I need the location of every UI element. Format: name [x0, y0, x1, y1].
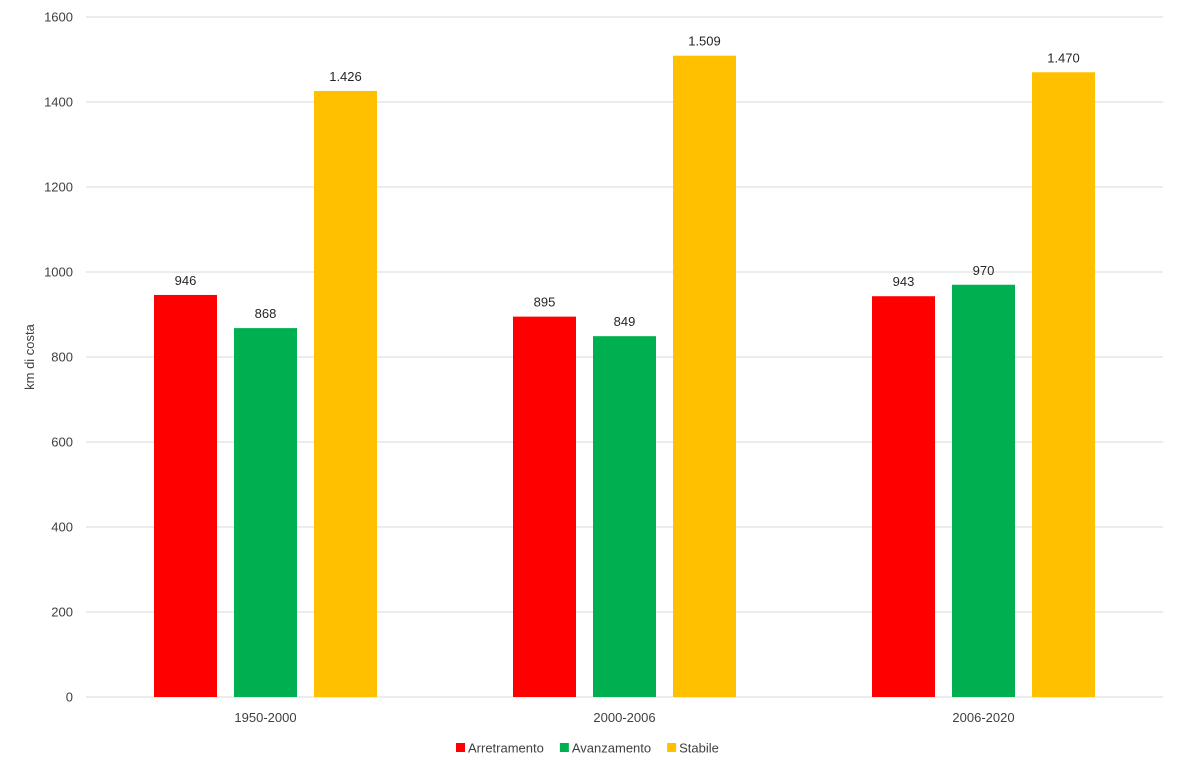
- y-tick-label: 0: [66, 690, 73, 705]
- data-label: 946: [175, 273, 197, 288]
- bar-arretramento: [513, 316, 576, 697]
- y-tick-label: 1600: [44, 10, 73, 25]
- bar-stabile: [1032, 72, 1095, 697]
- data-labels: 946 868 1.426 895 849 1.509 943 970 1.470: [175, 34, 1080, 329]
- legend-label: Avanzamento: [572, 741, 651, 756]
- y-tick-label: 1200: [44, 180, 73, 195]
- y-axis-ticks: 0 200 400 600 800 1000 1200 1400 1600: [44, 10, 73, 705]
- x-tick-label: 1950-2000: [234, 710, 296, 725]
- data-label: 895: [534, 295, 556, 310]
- x-tick-label: 2000-2006: [593, 710, 655, 725]
- bar-stabile: [673, 55, 736, 698]
- legend: Arretramento Avanzamento Stabile: [456, 741, 719, 756]
- data-label: 1.470: [1047, 50, 1080, 65]
- bar-arretramento: [154, 294, 217, 697]
- legend-swatch-avanzamento: [559, 743, 569, 752]
- x-axis-ticks: 1950-2000 2000-2006 2006-2020: [234, 710, 1014, 725]
- legend-label: Arretramento: [468, 741, 544, 756]
- data-label: 868: [255, 306, 277, 321]
- y-tick-label: 1400: [44, 95, 73, 110]
- data-label: 849: [614, 314, 636, 329]
- legend-swatch-stabile: [667, 743, 677, 752]
- legend-label: Stabile: [679, 741, 719, 756]
- data-label: 1.426: [329, 69, 362, 84]
- bars: [154, 55, 1095, 698]
- y-tick-label: 1000: [44, 265, 73, 280]
- y-tick-label: 800: [51, 350, 73, 365]
- bar-avanzamento: [952, 284, 1015, 697]
- bar-avanzamento: [593, 336, 656, 697]
- y-tick-label: 400: [51, 520, 73, 535]
- bar-stabile: [314, 90, 377, 697]
- bar-avanzamento: [234, 328, 297, 697]
- bar-arretramento: [872, 296, 935, 697]
- y-tick-label: 200: [51, 605, 73, 620]
- data-label: 943: [893, 274, 915, 289]
- legend-swatch-arretramento: [456, 743, 465, 752]
- x-tick-label: 2006-2020: [952, 710, 1014, 725]
- y-axis-title: km di costa: [22, 323, 37, 390]
- data-label: 1.509: [688, 34, 721, 49]
- data-label: 970: [973, 263, 995, 278]
- y-tick-label: 600: [51, 435, 73, 450]
